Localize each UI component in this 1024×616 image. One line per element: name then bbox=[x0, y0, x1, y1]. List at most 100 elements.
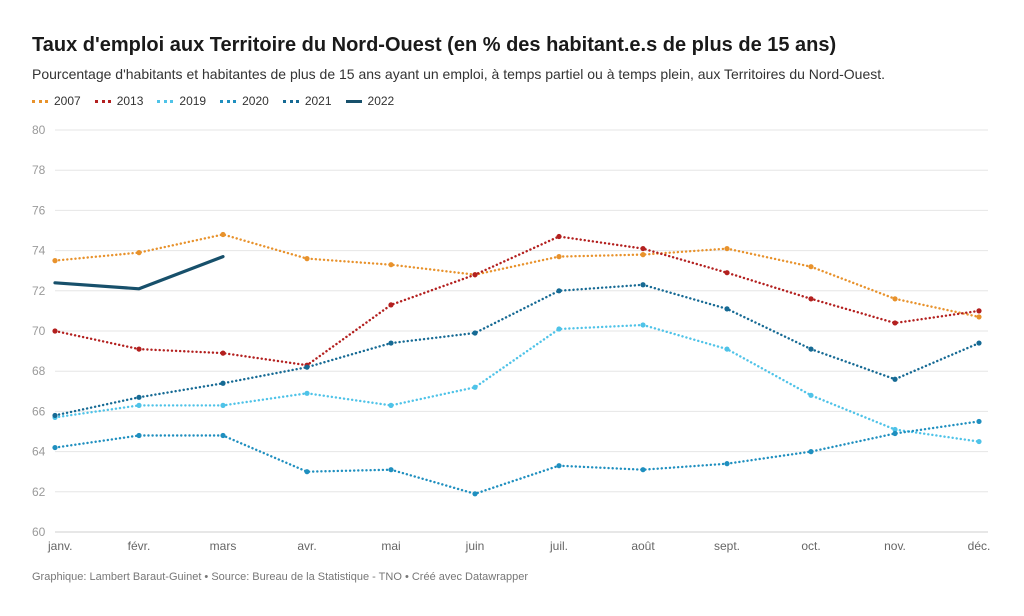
y-tick-label: 74 bbox=[32, 244, 46, 258]
data-point-2021 bbox=[892, 376, 898, 382]
legend-label: 2019 bbox=[179, 94, 207, 108]
legend-swatch bbox=[220, 99, 237, 103]
data-point-2013 bbox=[472, 272, 478, 278]
x-tick-label: mars bbox=[210, 539, 237, 553]
y-tick-label: 64 bbox=[32, 445, 46, 459]
data-point-2020 bbox=[472, 491, 478, 497]
data-point-2019 bbox=[472, 384, 478, 390]
data-point-2020 bbox=[304, 469, 310, 475]
x-tick-label: juil. bbox=[549, 539, 568, 553]
data-point-2021 bbox=[976, 340, 982, 346]
legend-item-2013: 2013 bbox=[94, 94, 144, 108]
data-point-2020 bbox=[556, 463, 562, 469]
y-tick-label: 76 bbox=[32, 203, 46, 217]
chart-title: Taux d'emploi aux Territoire du Nord-Oue… bbox=[32, 34, 837, 56]
data-point-2007 bbox=[52, 258, 58, 264]
y-tick-label: 66 bbox=[32, 404, 46, 418]
data-point-2019 bbox=[892, 426, 898, 433]
data-point-2019 bbox=[304, 390, 310, 396]
data-point-2019 bbox=[220, 402, 226, 408]
data-point-2021 bbox=[724, 306, 730, 312]
data-point-2013 bbox=[724, 270, 730, 276]
data-point-2019 bbox=[556, 326, 562, 332]
chart-legend: 2007 2013 2019 2020 2021 2022 bbox=[32, 94, 408, 108]
data-point-2020 bbox=[52, 444, 58, 451]
data-point-2021 bbox=[556, 288, 562, 294]
legend-label: 2007 bbox=[54, 94, 81, 108]
y-tick-label: 78 bbox=[32, 163, 46, 177]
legend-item-2021: 2021 bbox=[282, 94, 332, 108]
data-point-2007 bbox=[388, 262, 394, 268]
x-tick-label: déc. bbox=[968, 539, 991, 553]
data-point-2007 bbox=[724, 245, 730, 252]
legend-swatch bbox=[282, 99, 299, 103]
data-point-2021 bbox=[640, 282, 646, 288]
data-point-2013 bbox=[976, 308, 982, 314]
y-tick-label: 60 bbox=[32, 525, 46, 539]
y-tick-label: 68 bbox=[32, 364, 46, 378]
data-point-2007 bbox=[976, 314, 982, 320]
data-point-2019 bbox=[640, 322, 646, 328]
legend-swatch bbox=[94, 99, 111, 103]
y-tick-label: 62 bbox=[32, 485, 46, 499]
data-point-2007 bbox=[556, 254, 562, 260]
legend-swatch bbox=[32, 99, 48, 103]
data-point-2013 bbox=[220, 350, 226, 356]
x-tick-label: oct. bbox=[801, 539, 820, 553]
data-point-2007 bbox=[136, 250, 142, 256]
data-point-2021 bbox=[472, 330, 478, 336]
data-point-2020 bbox=[640, 467, 646, 473]
data-point-2020 bbox=[388, 467, 394, 473]
data-point-2013 bbox=[52, 328, 58, 334]
data-point-2007 bbox=[304, 256, 310, 262]
x-tick-label: juin bbox=[465, 539, 485, 553]
data-point-2019 bbox=[976, 438, 982, 445]
legend-label: 2021 bbox=[304, 94, 332, 108]
legend-label: 2013 bbox=[116, 94, 144, 108]
y-tick-label: 72 bbox=[32, 284, 46, 298]
data-point-2007 bbox=[640, 252, 646, 258]
series-line-2022 bbox=[53, 255, 225, 291]
series-line-2007 bbox=[53, 233, 981, 319]
data-point-2013 bbox=[808, 296, 814, 302]
data-point-2020 bbox=[976, 418, 982, 425]
x-tick-label: sept. bbox=[714, 539, 740, 553]
x-tick-label: févr. bbox=[128, 539, 151, 553]
data-point-2019 bbox=[388, 402, 394, 408]
data-point-2021 bbox=[304, 364, 310, 370]
legend-swatch bbox=[157, 99, 174, 103]
legend-label: 2022 bbox=[367, 94, 395, 108]
data-point-2013 bbox=[892, 320, 898, 326]
data-point-2021 bbox=[136, 394, 142, 400]
data-point-2007 bbox=[892, 296, 898, 302]
data-point-2013 bbox=[556, 233, 562, 240]
data-point-2020 bbox=[220, 432, 226, 439]
series-line-2019 bbox=[53, 323, 981, 443]
series-line-2021 bbox=[53, 283, 981, 417]
data-point-2007 bbox=[220, 231, 226, 238]
x-tick-label: nov. bbox=[884, 539, 906, 553]
data-point-2019 bbox=[808, 392, 814, 398]
data-point-2013 bbox=[640, 245, 646, 252]
data-point-2013 bbox=[388, 302, 394, 308]
data-point-2020 bbox=[136, 432, 142, 439]
legend-item-2007: 2007 bbox=[32, 94, 81, 108]
x-tick-label: janv. bbox=[47, 539, 72, 553]
series-line-2020 bbox=[53, 420, 981, 495]
legend-label: 2020 bbox=[242, 94, 269, 108]
data-point-2020 bbox=[892, 430, 898, 437]
data-point-2019 bbox=[136, 402, 142, 408]
data-point-2020 bbox=[808, 449, 814, 455]
data-point-2020 bbox=[724, 461, 730, 467]
x-tick-label: mai bbox=[381, 539, 400, 553]
chart-footer-credit: Graphique: Lambert Baraut-Guinet • Sourc… bbox=[32, 571, 529, 583]
data-point-2021 bbox=[220, 380, 226, 386]
y-tick-label: 70 bbox=[32, 324, 46, 338]
data-point-2007 bbox=[808, 264, 814, 270]
x-tick-label: avr. bbox=[297, 539, 316, 553]
data-point-2019 bbox=[724, 346, 730, 352]
data-point-2021 bbox=[52, 412, 58, 419]
legend-item-2019: 2019 bbox=[157, 94, 206, 108]
